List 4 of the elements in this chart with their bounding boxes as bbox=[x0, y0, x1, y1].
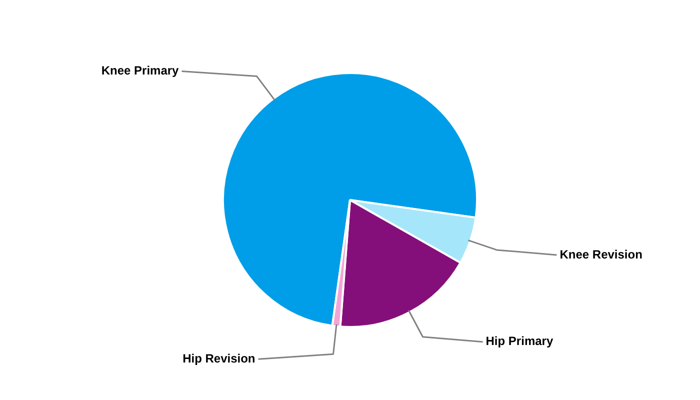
slice-label: Hip Primary bbox=[486, 334, 554, 348]
slice-label: Knee Revision bbox=[560, 247, 642, 262]
slice-label: Hip Revision bbox=[182, 351, 256, 366]
slice-label: Knee Primary bbox=[101, 64, 180, 78]
